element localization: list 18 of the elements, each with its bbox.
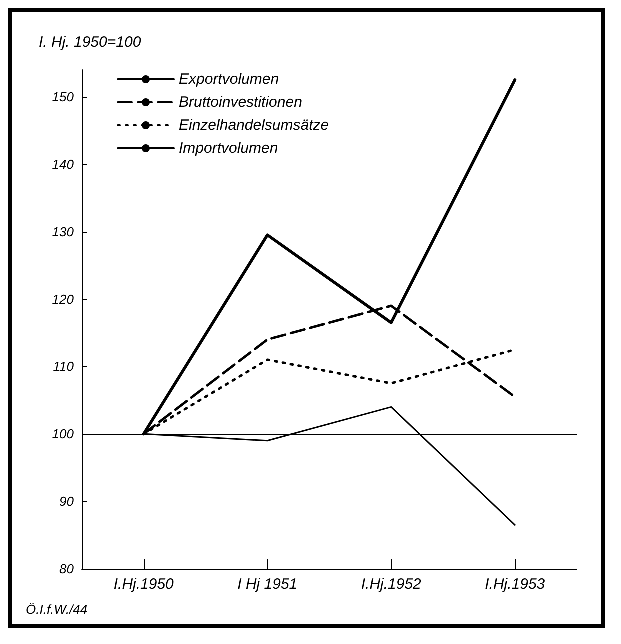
y-tick-label: 120 (52, 292, 75, 307)
chart-title: I. Hj. 1950=100 (39, 34, 142, 51)
y-tick-label: 140 (52, 156, 75, 172)
y-tick-label: 110 (53, 359, 75, 374)
legend-label: Bruttoinvestitionen (179, 94, 302, 111)
y-tick-label: 130 (52, 224, 75, 240)
x-tick-label: I.Hj.1950 (114, 576, 175, 593)
x-tick-label: I.Hj.1952 (361, 576, 422, 593)
y-tick-label: 150 (52, 89, 75, 104)
x-tick-label: I Hj 1951 (238, 576, 298, 593)
text: Ö.I.f.W./44 (26, 602, 88, 617)
y-tick-label: 100 (52, 426, 75, 442)
y-tick-label: 80 (60, 562, 75, 576)
legend-label: Exportvolumen (179, 71, 280, 88)
y-tick-label: 90 (60, 494, 75, 510)
legend-label: Importvolumen (179, 140, 278, 157)
legend-label: Einzelhandelsumsätze (179, 117, 330, 134)
x-tick-label: I.Hj.1953 (485, 576, 546, 593)
